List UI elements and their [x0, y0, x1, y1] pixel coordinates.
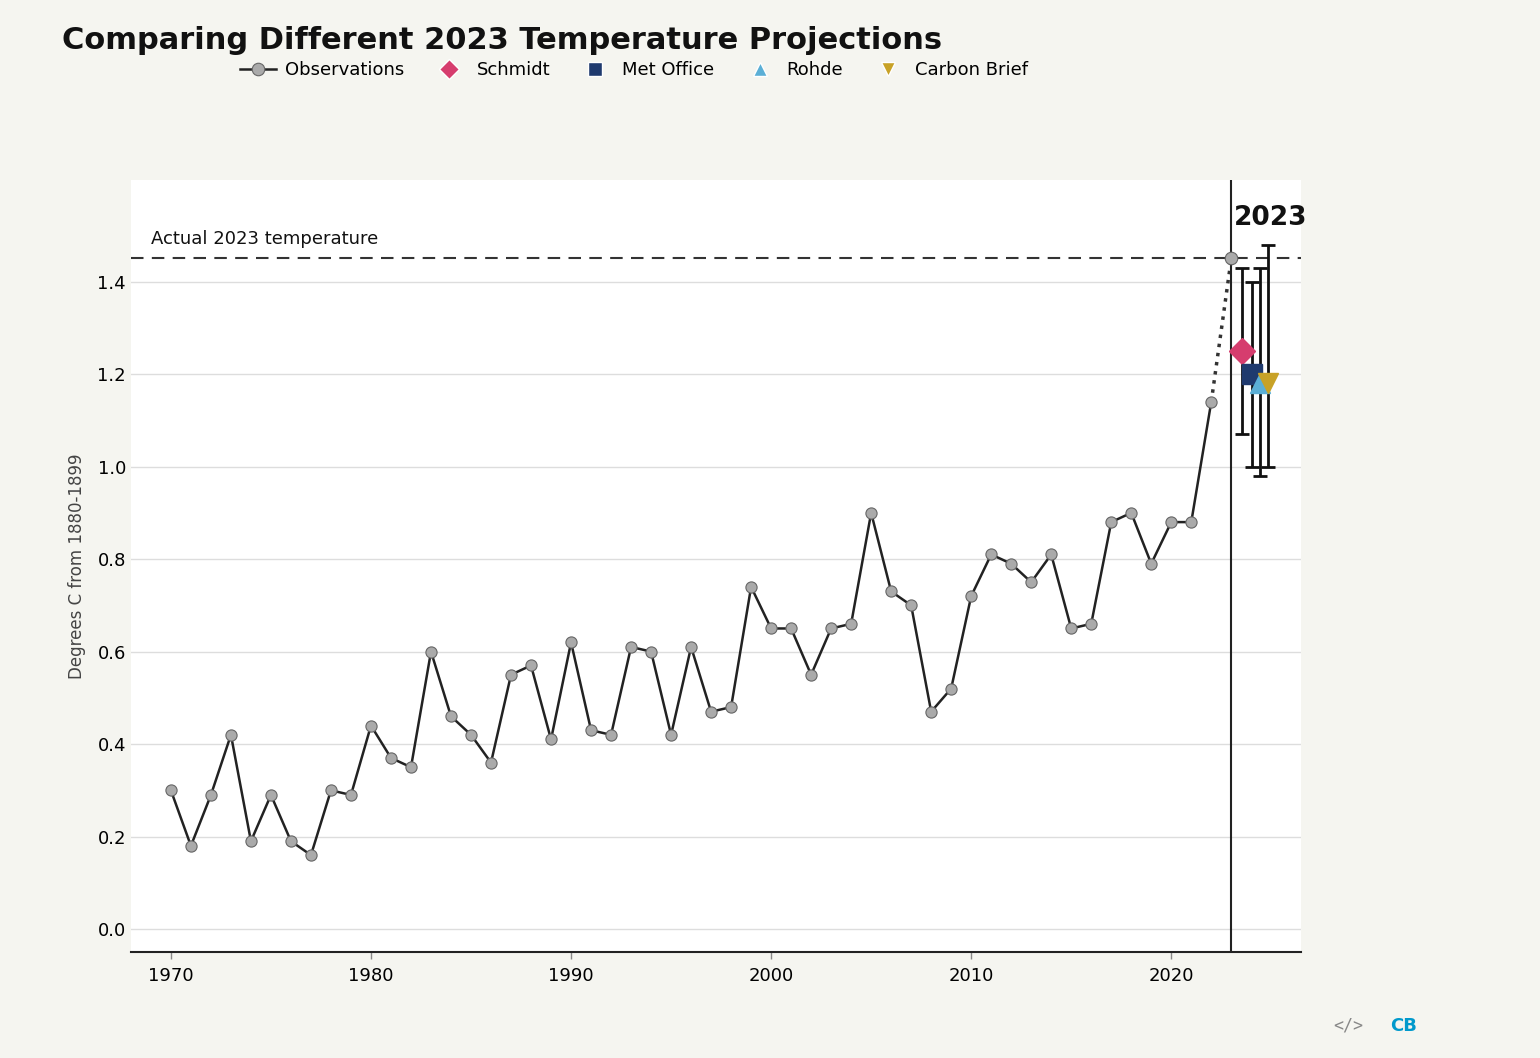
Point	[159, 782, 183, 799]
Text: Actual 2023 temperature: Actual 2023 temperature	[151, 231, 379, 249]
Point	[919, 704, 944, 720]
Point	[739, 579, 764, 596]
Point	[1080, 616, 1104, 633]
Point	[659, 727, 684, 744]
Point	[1160, 513, 1184, 530]
Point	[639, 643, 664, 660]
Point	[719, 698, 744, 715]
Point	[779, 620, 804, 637]
Point	[679, 638, 704, 655]
Y-axis label: Degrees C from 1880-1899: Degrees C from 1880-1899	[68, 453, 86, 679]
Point	[879, 583, 904, 600]
Point	[899, 597, 924, 614]
Point	[1180, 513, 1204, 530]
Point	[959, 587, 984, 604]
Text: </>: </>	[1334, 1017, 1363, 1035]
Point	[199, 786, 223, 803]
Point	[1140, 555, 1164, 572]
Point	[499, 667, 524, 683]
Point	[939, 680, 964, 697]
Point	[519, 657, 544, 674]
Point	[219, 727, 243, 744]
Point	[399, 759, 424, 776]
Point	[839, 616, 864, 633]
Point	[539, 731, 564, 748]
Point	[259, 786, 283, 803]
Point	[799, 667, 824, 683]
Point	[299, 846, 323, 863]
Point	[439, 708, 464, 725]
Point	[1040, 546, 1064, 563]
Point	[699, 704, 724, 720]
Point	[459, 727, 484, 744]
Text: CB: CB	[1391, 1017, 1417, 1035]
Point	[379, 749, 403, 766]
Legend: Observations, Schmidt, Met Office, Rohde, Carbon Brief: Observations, Schmidt, Met Office, Rohde…	[233, 54, 1036, 86]
Point	[319, 782, 343, 799]
Point	[339, 786, 363, 803]
Point	[819, 620, 844, 637]
Text: 2023: 2023	[1234, 205, 1307, 232]
Point	[1060, 620, 1084, 637]
Point	[1100, 513, 1124, 530]
Point	[579, 722, 604, 738]
Point	[979, 546, 1004, 563]
Point	[1120, 505, 1144, 522]
Point	[559, 634, 584, 651]
Text: Comparing Different 2023 Temperature Projections: Comparing Different 2023 Temperature Pro…	[62, 26, 942, 55]
Point	[759, 620, 784, 637]
Point	[239, 833, 263, 850]
Point	[1019, 573, 1044, 590]
Point	[859, 505, 884, 522]
Point	[479, 754, 504, 771]
Point	[1200, 394, 1224, 411]
Point	[179, 837, 203, 854]
Point	[599, 727, 624, 744]
Point	[279, 833, 303, 850]
Point	[619, 638, 644, 655]
Point	[419, 643, 444, 660]
Point	[359, 717, 383, 734]
Point	[999, 555, 1024, 572]
